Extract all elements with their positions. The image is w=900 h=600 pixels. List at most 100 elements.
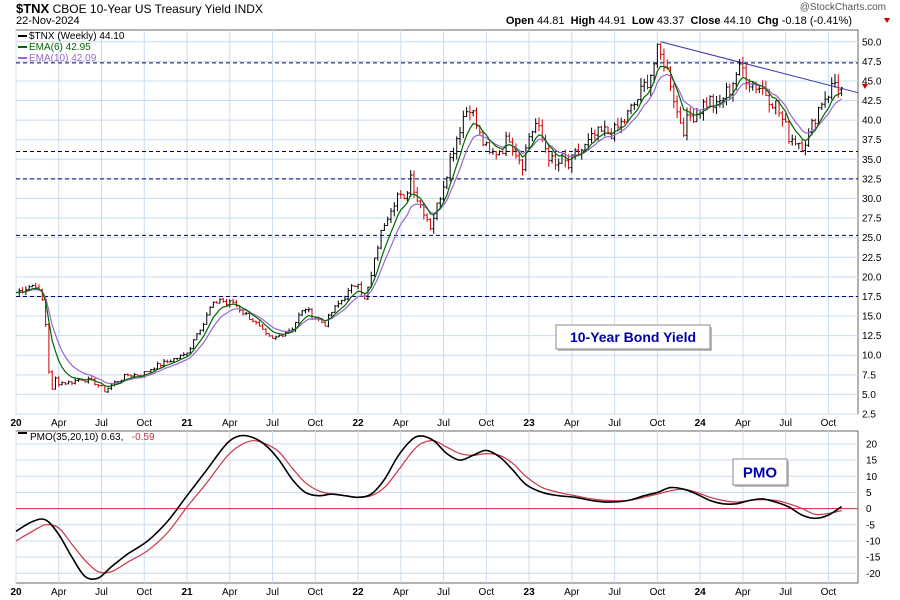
price-x-tick-label: Oct bbox=[136, 418, 152, 429]
pmo-x-tick-label: Jul bbox=[608, 587, 621, 598]
chg-value: -0.18 (-0.41%) bbox=[781, 15, 852, 27]
price-x-tick-label: Oct bbox=[650, 418, 666, 429]
open-label: Open bbox=[505, 15, 534, 27]
price-x-tick-label: 20 bbox=[10, 418, 22, 429]
price-x-tick-label: Jul bbox=[608, 418, 621, 429]
price-y-tick-label: 47.5 bbox=[862, 57, 882, 68]
pmo-x-tick-label: Oct bbox=[136, 587, 152, 598]
resistance-trendline bbox=[660, 41, 859, 94]
price-x-tick-label: Apr bbox=[564, 418, 580, 429]
price-y-tick-label: 25.0 bbox=[862, 233, 882, 244]
price-y-tick-label: 50.0 bbox=[862, 37, 882, 48]
pmo-x-tick-label: Apr bbox=[51, 587, 67, 598]
price-x-tick-label: Apr bbox=[51, 418, 67, 429]
low-value: 43.37 bbox=[656, 15, 685, 27]
price-y-tick-label: 45.0 bbox=[862, 76, 882, 87]
pmo-line bbox=[15, 434, 843, 581]
legend-pmo: PMO(35,20,10) 0.63, bbox=[30, 432, 123, 443]
price-y-tick-label: 22.5 bbox=[862, 253, 882, 264]
pmo-y-tick-label: 10 bbox=[866, 472, 878, 483]
price-x-tick-label: Jul bbox=[266, 418, 279, 429]
pmo-x-tick-label: Jul bbox=[437, 587, 450, 598]
pmo-x-tick-label: Apr bbox=[393, 587, 409, 598]
price-y-tick-label: 17.5 bbox=[862, 292, 882, 303]
price-y-tick-label: 20.0 bbox=[862, 272, 882, 283]
chg-label: Chg bbox=[757, 15, 779, 27]
legend-ema10: EMA(10) 42.09 bbox=[29, 53, 97, 64]
pmo-y-tick-label: 5 bbox=[866, 488, 872, 499]
pmo-y-tick-label: -5 bbox=[866, 520, 875, 531]
price-y-tick-label: 32.5 bbox=[862, 174, 882, 185]
pmo-x-tick-label: 23 bbox=[524, 587, 536, 598]
pmo-x-tick-label: Jul bbox=[779, 587, 792, 598]
symbol: $TNX bbox=[16, 1, 50, 16]
pmo-annotation: PMO bbox=[743, 464, 778, 481]
price-y-tick-label: 15.0 bbox=[862, 312, 882, 323]
chart-date: 22-Nov-2024 bbox=[16, 15, 80, 27]
pmo-panel bbox=[15, 430, 859, 584]
pmo-x-tick-label: 20 bbox=[10, 587, 22, 598]
price-y-tick-label: 35.0 bbox=[862, 155, 882, 166]
price-x-tick-label: Oct bbox=[821, 418, 837, 429]
price-x-tick-label: 23 bbox=[524, 418, 536, 429]
high-value: 44.91 bbox=[598, 15, 626, 27]
price-x-tick-label: Jul bbox=[779, 418, 792, 429]
price-x-tick-label: 22 bbox=[353, 418, 365, 429]
pmo-x-tick-label: Oct bbox=[479, 587, 495, 598]
open-value: 44.81 bbox=[537, 15, 565, 27]
chg-down-arrow bbox=[884, 18, 890, 23]
pmo-x-tick-label: Oct bbox=[650, 587, 666, 598]
price-x-tick-label: Jul bbox=[437, 418, 450, 429]
price-x-tick-label: Jul bbox=[95, 418, 108, 429]
close-label: Close bbox=[690, 15, 721, 27]
pmo-x-tick-label: Oct bbox=[821, 587, 837, 598]
price-panel bbox=[15, 29, 859, 415]
price-annotation-box bbox=[555, 324, 711, 350]
last-price-marker bbox=[862, 83, 868, 89]
price-x-tick-label: Apr bbox=[393, 418, 409, 429]
price-x-tick-label: Oct bbox=[479, 418, 495, 429]
low-label: Low bbox=[631, 15, 654, 27]
price-y-tick-label: 7.5 bbox=[862, 370, 876, 381]
exchange: INDX bbox=[234, 2, 263, 16]
price-y-tick-label: 10.0 bbox=[862, 351, 882, 362]
close-value: 44.10 bbox=[723, 15, 752, 27]
pmo-x-tick-label: Apr bbox=[222, 587, 238, 598]
price-x-tick-label: 21 bbox=[181, 418, 193, 429]
pmo-x-tick-label: Jul bbox=[266, 587, 279, 598]
price-x-tick-label: Apr bbox=[735, 418, 751, 429]
pmo-x-tick-label: Jul bbox=[95, 587, 108, 598]
high-label: High bbox=[570, 15, 596, 27]
symbol-name: CBOE 10-Year US Treasury Yield bbox=[52, 2, 231, 16]
price-x-tick-label: Oct bbox=[308, 418, 324, 429]
watermark: @StockCharts.com bbox=[799, 2, 886, 13]
price-annotation: 10-Year Bond Yield bbox=[570, 329, 696, 345]
price-y-tick-label: 5.0 bbox=[862, 390, 876, 401]
price-y-tick-label: 12.5 bbox=[862, 331, 882, 342]
pmo-x-tick-label: Apr bbox=[564, 587, 580, 598]
pmo-y-tick-label: -15 bbox=[866, 553, 881, 564]
pmo-y-tick-label: -20 bbox=[866, 569, 881, 580]
pmo-x-tick-label: 22 bbox=[353, 587, 365, 598]
price-y-tick-label: 40.0 bbox=[862, 116, 882, 127]
pmo-y-tick-label: -10 bbox=[866, 536, 881, 547]
pmo-x-tick-label: Apr bbox=[735, 587, 751, 598]
price-x-tick-label: 24 bbox=[695, 418, 707, 429]
price-y-tick-label: 27.5 bbox=[862, 214, 882, 225]
price-x-tick-label: Apr bbox=[222, 418, 238, 429]
legend-ema6: EMA(6) 42.95 bbox=[29, 42, 91, 53]
pmo-x-tick-label: Oct bbox=[308, 587, 324, 598]
legend-price: $TNX (Weekly) 44.10 bbox=[29, 31, 125, 42]
pmo-x-tick-label: 21 bbox=[181, 587, 193, 598]
legend-pmo-signal: -0.59 bbox=[132, 432, 155, 443]
price-y-tick-label: 2.5 bbox=[862, 410, 876, 421]
pmo-y-tick-label: 15 bbox=[866, 456, 878, 467]
price-y-tick-label: 42.5 bbox=[862, 96, 882, 107]
ohlc-readout: Open 44.81 High 44.91 Low 43.37 Close 44… bbox=[506, 15, 852, 27]
pmo-annotation-box bbox=[732, 458, 788, 486]
chart-title: $TNX CBOE 10-Year US Treasury Yield INDX bbox=[16, 1, 263, 16]
ema6-line bbox=[15, 65, 842, 388]
price-y-tick-label: 30.0 bbox=[862, 194, 882, 205]
